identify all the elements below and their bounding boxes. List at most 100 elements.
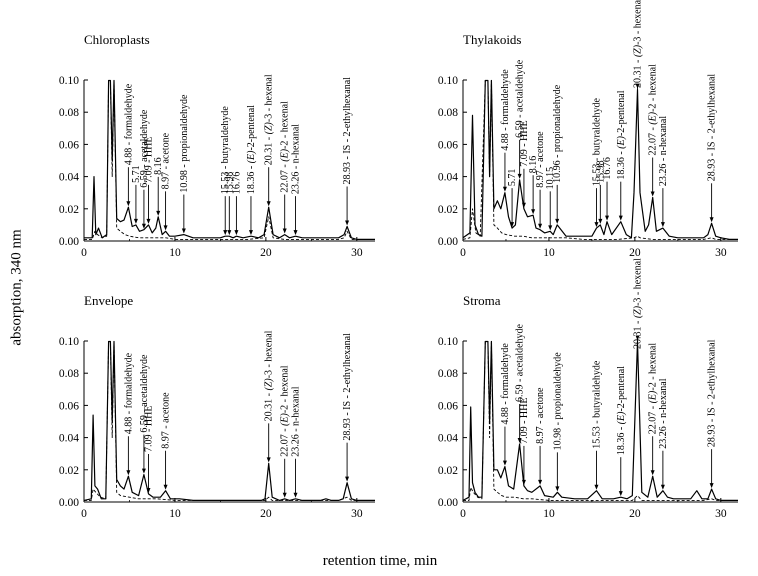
- annotation-arrowhead: [555, 218, 560, 224]
- annotation-arrowhead: [146, 218, 151, 224]
- x-tick-label: 10: [543, 247, 555, 259]
- annotation-label: 15.53 - butyraldehyde: [591, 360, 602, 449]
- annotation-label: 7.09 - HHE: [143, 137, 154, 183]
- chart-title: Stroma: [463, 293, 501, 308]
- annotation-arrowhead: [618, 215, 623, 221]
- y-tick-label: 0.10: [438, 336, 458, 348]
- y-tick-label: 0.10: [59, 75, 79, 87]
- annotation-label: 8.16: [153, 157, 164, 175]
- annotation-label: 23.26 - n-hexanal: [658, 116, 669, 186]
- annotation-arrowhead: [266, 457, 271, 463]
- chart-panel-2: Envelope 0.00 0.02 0.04 0.06 0.08 0.10 0 10 20 30 4…: [59, 293, 375, 520]
- y-tick-label: 0.04: [59, 433, 79, 445]
- annotation-label: 4.88 - formaldehyde: [500, 343, 511, 425]
- annotation-arrowhead: [594, 484, 599, 490]
- annotation-arrowhead: [709, 483, 714, 489]
- annotation-arrowhead: [605, 215, 610, 221]
- x-tick-label: 30: [351, 247, 363, 259]
- annotation-arrowhead: [517, 438, 522, 444]
- annotation-label: 16.76: [231, 172, 242, 195]
- y-tick-label: 0.00: [59, 497, 79, 509]
- annotation-label: 22.07 - (E)-2 - hexenal: [648, 343, 659, 435]
- annotation-arrowhead: [598, 218, 603, 224]
- chart-panel-1: Thylakoids 0.00 0.02 0.04 0.06 0.08 0.10 0 10 20 3…: [438, 0, 738, 259]
- annotation-arrowhead: [345, 220, 350, 226]
- annotation-label: 5.71: [131, 165, 142, 183]
- annotation-arrowhead: [548, 225, 553, 231]
- x-tick-label: 30: [351, 508, 363, 520]
- annotation-label: 22.07 - (E)-2 - hexenal: [280, 365, 291, 457]
- annotation-arrowhead: [510, 222, 515, 228]
- annotation-label: 20.31 - (Z)-3 - hexenal: [633, 258, 644, 349]
- annotation-arrowhead: [282, 228, 287, 234]
- annotation-arrowhead: [163, 484, 168, 490]
- annotation-arrowhead: [293, 230, 298, 236]
- y-tick-label: 0.08: [438, 107, 458, 119]
- annotation-label: 16.76: [602, 157, 613, 180]
- annotation-label: 15.98: [595, 160, 606, 183]
- annotation-arrowhead: [282, 492, 287, 498]
- annotation-arrowhead: [709, 217, 714, 223]
- annotation-arrowhead: [133, 218, 138, 224]
- annotation-arrowhead: [293, 492, 298, 498]
- annotation-arrowhead: [635, 83, 640, 89]
- x-tick-label: 30: [715, 508, 727, 520]
- annotation-arrowhead: [650, 191, 655, 197]
- x-tick-label: 10: [169, 508, 181, 520]
- y-tick-label: 0.10: [59, 336, 79, 348]
- y-tick-label: 0.04: [438, 433, 458, 445]
- annotation-arrowhead: [146, 487, 151, 493]
- annotation-arrowhead: [555, 486, 560, 492]
- annotation-label: 6.59 - acetaldehyde: [139, 354, 150, 433]
- chart-title: Thylakoids: [463, 32, 522, 47]
- annotation-arrowhead: [227, 230, 232, 236]
- y-tick-label: 0.00: [438, 497, 458, 509]
- annotation-arrowhead: [517, 173, 522, 179]
- annotation-arrowhead: [635, 335, 640, 341]
- annotation-arrowhead: [538, 223, 543, 229]
- annotation-arrowhead: [156, 210, 161, 216]
- annotation-label: 20.31 - (Z)-3 - hexenal: [633, 0, 644, 88]
- y-tick-label: 0.06: [438, 400, 458, 412]
- x-axis-label: retention time, min: [322, 553, 438, 569]
- chart-panel-0: Chloroplasts 0.00 0.02 0.04 0.06 0.08 0.10 0 10 2…: [59, 32, 375, 259]
- annotation-label: 22.07 - (E)-2 - hexenal: [280, 101, 291, 193]
- annotation-arrowhead: [345, 476, 350, 482]
- y-tick-label: 0.02: [59, 465, 79, 477]
- annotation-arrowhead: [521, 202, 526, 208]
- annotation-arrowhead: [650, 470, 655, 476]
- y-tick-label: 0.10: [438, 75, 458, 87]
- y-tick-label: 0.08: [59, 107, 79, 119]
- series-line-dashed: [462, 80, 738, 240]
- annotation-label: 23.26 - n-hexanal: [658, 378, 669, 448]
- annotation-label: 10.15: [545, 167, 556, 190]
- y-tick-label: 0.02: [438, 204, 458, 216]
- y-tick-label: 0.02: [59, 204, 79, 216]
- series-line-dashed: [84, 341, 375, 501]
- chart-panel-3: Stroma 0.00 0.02 0.04 0.06 0.08 0.10 0 10 20 30 4.8…: [438, 258, 738, 520]
- x-tick-label: 10: [543, 508, 555, 520]
- annotation-label: 6.59 - acetaldehyde: [515, 323, 526, 402]
- y-tick-label: 0.04: [59, 172, 79, 184]
- annotation-label: 18.36 - (E)-2-pentenal: [246, 105, 257, 194]
- x-tick-label: 20: [629, 247, 641, 259]
- annotation-label: 20.31 - (Z)-3 - hexenal: [264, 74, 275, 165]
- annotation-label: 7.09 - HHE: [143, 406, 154, 452]
- annotation-label: 28.93 - IS - 2-ethylhexanal: [707, 339, 718, 447]
- x-tick-label: 20: [260, 508, 272, 520]
- series-line-dashed: [463, 341, 738, 501]
- annotation-arrowhead: [660, 222, 665, 228]
- annotation-arrowhead: [141, 468, 146, 474]
- annotation-arrowhead: [531, 209, 536, 215]
- annotation-arrowhead: [223, 230, 228, 236]
- y-tick-label: 0.08: [438, 368, 458, 380]
- x-tick-label: 20: [260, 247, 272, 259]
- x-tick-label: 0: [81, 247, 87, 259]
- annotation-label: 15.53 - butyraldehyde: [591, 98, 602, 187]
- annotation-label: 8.97 - acetone: [161, 132, 172, 189]
- annotation-label: 8.97 - acetone: [535, 387, 546, 444]
- annotation-label: 20.31 - (Z)-3 - hexenal: [264, 330, 275, 421]
- chart-title: Envelope: [84, 293, 133, 308]
- annotation-arrowhead: [618, 491, 623, 497]
- annotation-arrowhead: [141, 223, 146, 229]
